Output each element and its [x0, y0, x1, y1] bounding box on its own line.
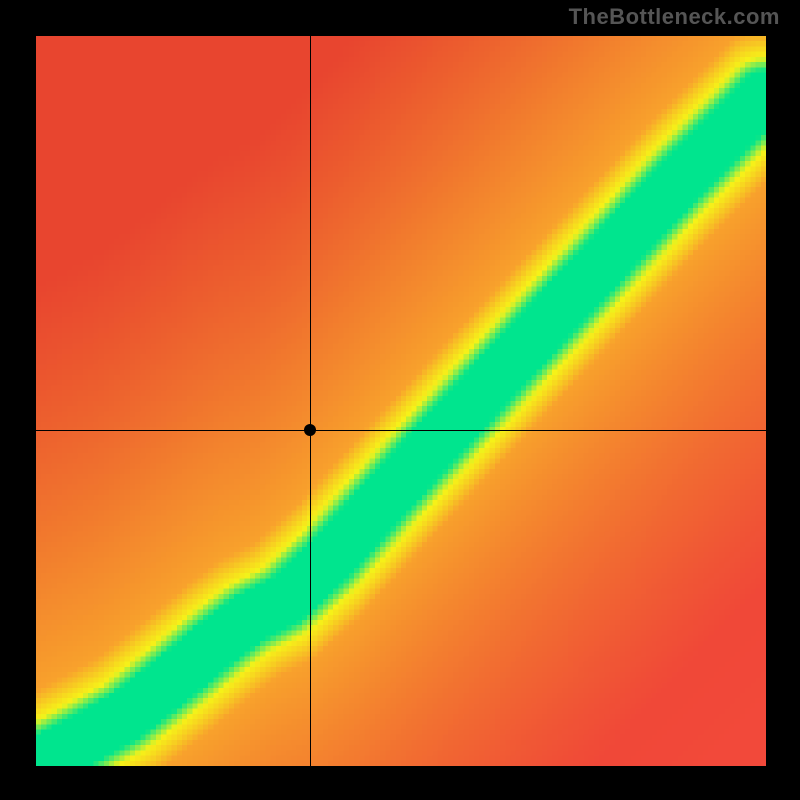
crosshair-vertical: [310, 36, 311, 766]
chart-container: TheBottleneck.com: [0, 0, 800, 800]
crosshair-horizontal: [36, 430, 766, 431]
heatmap-plot: [36, 36, 766, 766]
probe-marker: [304, 424, 316, 436]
attribution-text: TheBottleneck.com: [569, 4, 780, 30]
heatmap-canvas: [36, 36, 766, 766]
